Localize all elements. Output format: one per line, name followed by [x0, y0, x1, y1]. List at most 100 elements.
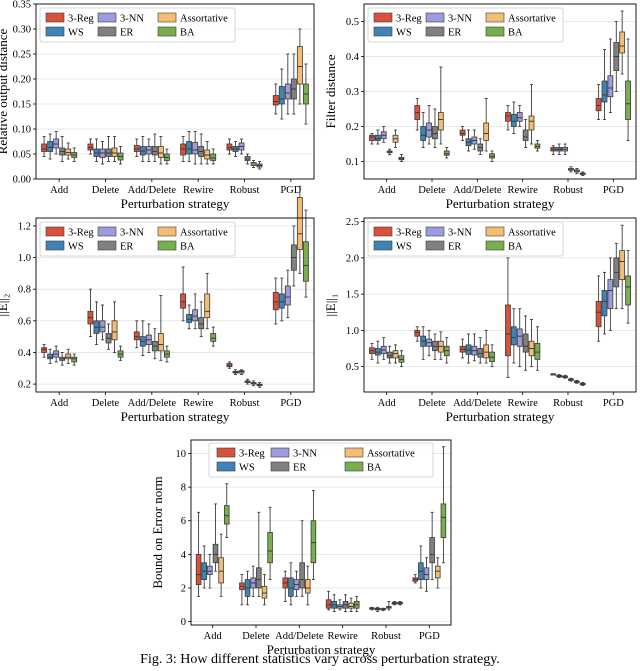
box-ba [267, 532, 273, 564]
axes-frame [363, 3, 637, 180]
box-ws [278, 293, 285, 309]
box-ws [186, 141, 193, 155]
box-assortative [483, 344, 490, 359]
legend-label: 3-NN [120, 228, 144, 239]
x-tick-label: Delete [418, 398, 446, 409]
legend-swatch [45, 26, 65, 37]
axes-frame [35, 217, 315, 393]
x-tick-label: PGD [280, 398, 301, 409]
y-tick-label: 0.2 [346, 122, 359, 133]
y-tick-label: 0.6 [18, 316, 31, 327]
y-tick-label: 6 [181, 516, 186, 527]
legend-label: BA [508, 242, 523, 253]
box-3-nn [607, 279, 614, 310]
legend-box [39, 7, 236, 43]
box-3-reg [41, 143, 48, 152]
legend-swatch [485, 12, 505, 23]
box-3-reg [369, 134, 375, 141]
x-tick-label: Robust [230, 185, 260, 196]
x-tick-label: Add/Delete [453, 398, 502, 409]
x-tick-label: Delete [92, 398, 120, 409]
box-ws [510, 326, 517, 346]
x-tick-label: Add [378, 398, 397, 409]
panel-relative-output-distance: 0.00 0.05 0.10 0.15 0.20 0.25 0.30 0.35 Add Delet… [0, 0, 315, 211]
y-tick-label: 0.5 [346, 17, 359, 28]
legend-swatch [45, 226, 65, 237]
box-3-reg [505, 304, 511, 357]
y-tick-label: 2 [181, 584, 186, 595]
box-ws [510, 113, 517, 127]
y-tick-label: 0.05 [13, 150, 31, 161]
x-tick-label: Add/Delete [453, 185, 502, 196]
box-3-nn [284, 83, 291, 100]
panel-error-norm-l2: 0.2 0.4 0.6 0.8 1.0 1.2 Add Delete Add/Delete Rew… [0, 185, 315, 424]
box-er [429, 537, 435, 564]
legend-swatch [97, 12, 117, 23]
y-tick-label: 0.00 [13, 175, 31, 186]
box-ws [47, 141, 54, 152]
legend-label: WS [239, 463, 255, 474]
box-3-reg [180, 293, 187, 309]
y-tick-label: 0.1 [346, 157, 359, 168]
box-ws [288, 577, 294, 597]
box-3-reg [414, 329, 421, 337]
legend-label: Assortative [508, 14, 556, 25]
box-ws [278, 86, 285, 105]
legend-swatch [45, 240, 65, 251]
legend-swatch [425, 26, 445, 37]
legend-box [367, 221, 564, 257]
box-ba [310, 520, 317, 564]
y-axis-label: Bound on Error norm [150, 476, 165, 588]
legend-swatch [157, 240, 177, 251]
box-3-nn [607, 75, 614, 98]
legend-label: ER [120, 242, 133, 253]
panel-filter-distance: 0.1 0.2 0.3 0.4 0.5 Add Delete Add/Delete Rewire… [323, 3, 637, 211]
legend-label: BA [180, 242, 195, 253]
figure-caption: Fig. 3: How different statistics vary ac… [140, 652, 500, 667]
box-assortative [218, 557, 224, 584]
legend-swatch [425, 240, 445, 251]
x-tick-label: Rewire [328, 631, 359, 642]
box-3-reg [133, 331, 140, 341]
box-assortative [111, 147, 118, 157]
box-3-nn [516, 112, 523, 122]
box-3-reg [41, 347, 48, 353]
box-ws [420, 126, 427, 141]
legend-label: 3-Reg [396, 228, 422, 239]
x-tick-label: Rewire [508, 398, 539, 409]
legend-label: WS [68, 28, 84, 39]
box-3-reg [272, 291, 279, 311]
legend-swatch [45, 12, 65, 23]
box-assortative [204, 293, 211, 319]
legend-swatch [97, 240, 117, 251]
box-er [299, 562, 305, 589]
legend-swatch [157, 226, 177, 237]
box-3-nn [192, 309, 199, 322]
legend-label: 3-Reg [239, 449, 265, 460]
legend-swatch [373, 12, 393, 23]
box-assortative [483, 122, 490, 141]
legend-label: BA [508, 28, 523, 39]
box-3-nn [516, 328, 523, 347]
box-assortative [157, 333, 164, 352]
y-tick-label: 0.8 [18, 285, 31, 296]
box-3-reg [195, 553, 202, 586]
box-ba [534, 343, 541, 360]
box-assortative [619, 31, 626, 54]
y-tick-label: 0.3 [346, 87, 359, 98]
x-tick-label: Robust [553, 185, 583, 196]
y-tick-label: 0.20 [13, 75, 31, 86]
legend-swatch [344, 461, 364, 472]
box-assortative [296, 46, 303, 85]
box-er [522, 333, 529, 353]
box-ba [625, 80, 631, 120]
legend-label: ER [448, 28, 461, 39]
y-axis-label: Relative output distance [0, 28, 10, 154]
x-tick-label: Robust [371, 631, 401, 642]
axes-frame [190, 439, 452, 626]
box-3-nn [99, 320, 106, 333]
box-ws [47, 353, 54, 360]
legend-label: WS [396, 28, 412, 39]
x-tick-label: Add [204, 631, 223, 642]
x-tick-label: Robust [230, 398, 260, 409]
